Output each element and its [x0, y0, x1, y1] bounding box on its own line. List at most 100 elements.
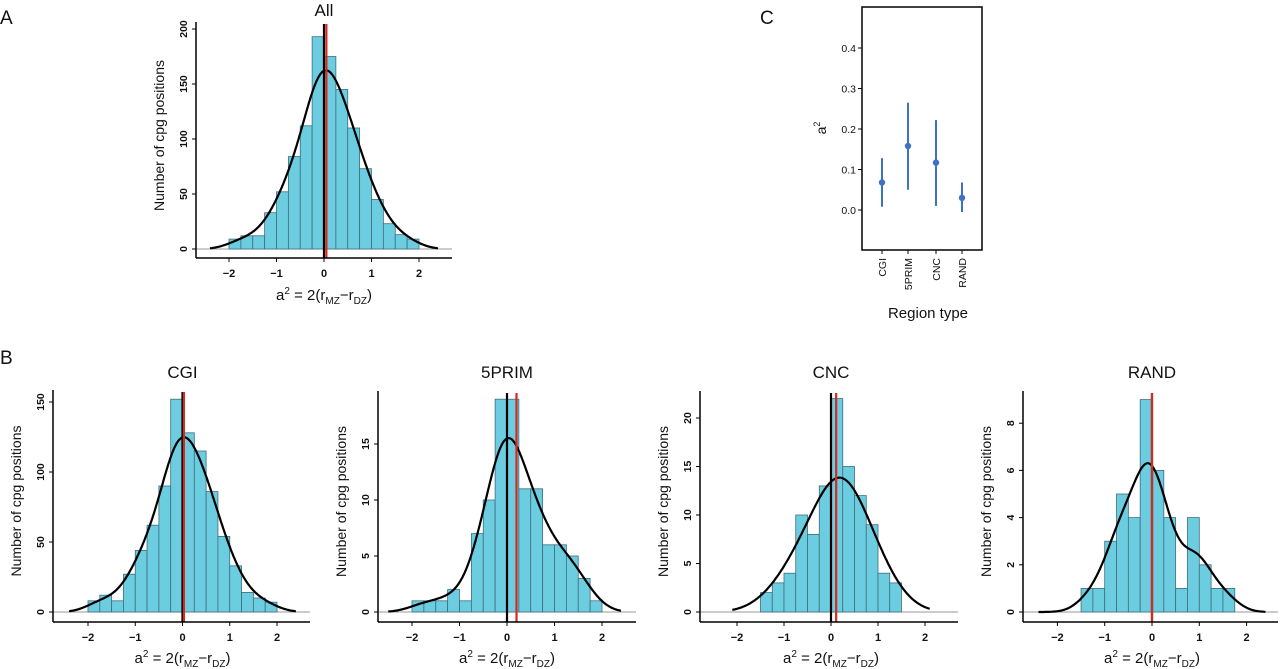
x-tick-label: −1 [778, 632, 791, 644]
chart-title: RAND [1128, 363, 1176, 382]
x-axis-label-part: DZ [212, 659, 225, 669]
chart-title: CNC [813, 363, 850, 382]
x-axis-label: a2 = 2(rMZ−rDZ) [459, 649, 555, 669]
y-tick-label: 0.3 [841, 84, 856, 96]
chart-title: All [315, 1, 334, 20]
y-tick-label: 0.1 [841, 165, 856, 177]
x-tick-label: 2 [599, 632, 605, 644]
y-tick-label: 10 [360, 494, 372, 506]
x-axis-label-part: MZ [325, 296, 339, 307]
x-axis-label-part: = 2(r [290, 287, 325, 304]
x-axis-label-part: MZ [508, 659, 522, 669]
x-axis-label-part: = 2(r [797, 650, 832, 667]
histogram-bar [565, 555, 579, 613]
y-axis-label-part: 2 [812, 122, 822, 127]
point-estimate [958, 194, 966, 202]
y-tick-label: 0 [360, 609, 372, 615]
x-tick-label: 2 [416, 268, 422, 280]
y-axis-label: Number of cpg positions [8, 426, 24, 577]
x-axis-label-part: ) [1195, 650, 1200, 667]
histogram-bar [589, 600, 603, 613]
histogram-bar [818, 485, 832, 613]
x-axis-label-part: MZ [1153, 659, 1167, 669]
histogram-bar [287, 156, 301, 250]
histogram-rand: RAND −2 −1 0 1 2 0 2 4 6 8 Number of cpg positions a… [978, 363, 1278, 669]
x-axis-label: a2 = 2(rMZ−rDZ) [1104, 649, 1200, 669]
y-tick-label: 15 [682, 461, 694, 473]
y-axis-label: Number of cpg positions [655, 426, 671, 577]
y-tick-label: 15 [360, 438, 372, 450]
point-estimate [904, 142, 912, 150]
x-tick-label: CNC [931, 258, 943, 281]
x-tick-label: 1 [368, 268, 374, 280]
histogram-bar [347, 127, 361, 250]
y-axis-label: a2 [812, 122, 829, 135]
histogram-5prim: 5PRIM −2 −1 0 1 2 0 5 10 15 Number of cpg position… [333, 363, 636, 669]
panel-letter-b: B [0, 348, 13, 369]
histogram-bar [252, 235, 266, 250]
histogram-bar [518, 488, 532, 613]
histogram-bar [193, 450, 207, 613]
histogram-bar [1092, 588, 1106, 613]
x-axis-label-part: DZ [861, 659, 874, 669]
y-tick-label: 0 [682, 609, 694, 615]
x-axis-label-part: ) [225, 650, 230, 667]
x-axis-label-part: 2 [1112, 649, 1118, 660]
x-tick-label: 0 [1149, 632, 1155, 644]
histogram-bar [1175, 588, 1188, 613]
x-tick-label: 5PRIM [903, 258, 915, 290]
x-axis-label-part: ) [874, 650, 879, 667]
histogram-bar [1210, 588, 1224, 613]
x-axis-label-part: DZ [354, 296, 367, 307]
y-tick-label: 10 [682, 509, 694, 521]
histogram-bar [554, 544, 567, 613]
histogram-bar [241, 592, 254, 613]
y-axis-label: Number of cpg positions [151, 60, 167, 211]
y-tick-label: 100 [35, 463, 47, 481]
y-tick-label: 4 [1005, 515, 1017, 521]
y-axis-label: Number of cpg positions [978, 426, 994, 577]
x-axis-label-part: DZ [1182, 659, 1195, 669]
y-tick-label: 100 [178, 130, 190, 148]
x-axis-label-part: = 2(r [148, 650, 183, 667]
x-tick-label: 0 [179, 632, 185, 644]
point-estimate [878, 179, 886, 186]
histogram-bar [1139, 399, 1153, 613]
histogram-bar [371, 199, 384, 250]
y-tick-label: 0.4 [841, 43, 856, 55]
x-axis-label-part: a [276, 287, 285, 304]
histogram-bar [1127, 517, 1141, 613]
histogram-bar [482, 499, 496, 613]
x-axis-label-part: a [783, 650, 792, 667]
histogram-bar [299, 125, 313, 250]
x-tick-label: −2 [223, 268, 236, 280]
x-axis-label-part: 2 [467, 649, 473, 660]
x-tick-label: 1 [227, 632, 233, 644]
histogram-bar [889, 582, 902, 613]
x-tick-label: −1 [129, 632, 142, 644]
histogram-bar [170, 398, 183, 613]
y-tick-label: 0 [35, 609, 47, 615]
x-axis-label-part: −r [847, 650, 861, 667]
histogram-bar [435, 600, 449, 613]
y-tick-label: 0.0 [841, 205, 856, 217]
x-axis-label-part: DZ [537, 659, 550, 669]
x-axis-label-part: 2 [143, 649, 149, 660]
histogram-bar [1163, 517, 1177, 613]
x-tick-label: 1 [1196, 632, 1202, 644]
x-tick-label: −2 [82, 632, 95, 644]
histogram-cgi: CGI −2 −1 0 1 2 0 50 100 150 Number of cpg positio… [8, 363, 310, 669]
x-tick-label: 0 [504, 632, 510, 644]
x-axis-label-part: = 2(r [473, 650, 508, 667]
histogram-bar [494, 398, 508, 613]
x-axis-label-part: a [135, 650, 144, 667]
x-axis-label-part: a [1104, 650, 1113, 667]
plot-frame [861, 6, 983, 251]
x-tick-label: RAND [957, 258, 969, 288]
x-tick-label: −2 [1051, 632, 1064, 644]
y-tick-label: 50 [178, 188, 190, 200]
histogram-bar [1187, 517, 1200, 613]
histogram-bar [335, 89, 349, 250]
y-tick-label: 50 [35, 536, 47, 548]
